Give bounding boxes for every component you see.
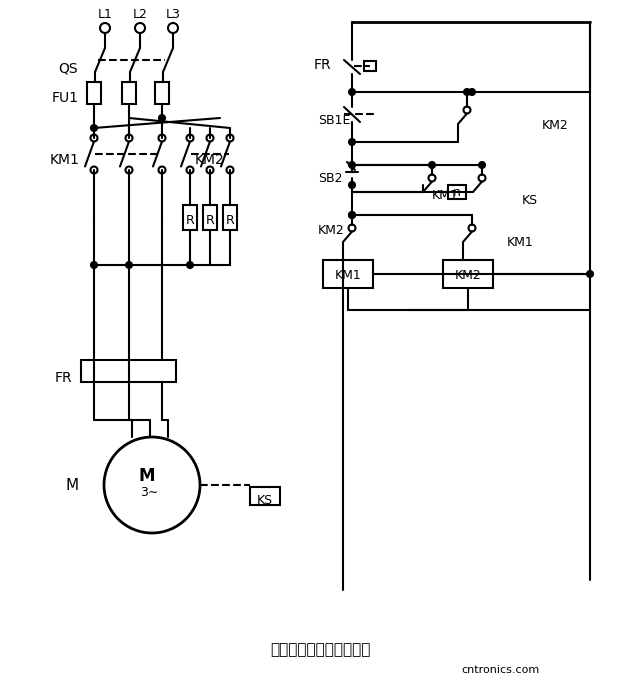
Bar — [443, 260, 493, 288]
Text: R: R — [186, 214, 195, 226]
Circle shape — [125, 135, 132, 142]
Circle shape — [91, 262, 97, 268]
Circle shape — [207, 135, 214, 142]
Text: FU1: FU1 — [51, 91, 79, 105]
Text: L2: L2 — [132, 8, 147, 21]
Circle shape — [227, 167, 234, 174]
Bar — [122, 82, 136, 104]
Text: KM1: KM1 — [507, 235, 533, 248]
Text: KM2: KM2 — [195, 153, 225, 167]
Bar — [81, 360, 176, 382]
Text: n: n — [453, 185, 461, 198]
Text: KS: KS — [257, 493, 273, 507]
Text: 单向反接制动的控制线路: 单向反接制动的控制线路 — [270, 643, 370, 657]
Circle shape — [468, 224, 476, 232]
Text: M: M — [65, 477, 79, 493]
Circle shape — [349, 162, 355, 168]
Text: SB1E: SB1E — [318, 114, 350, 126]
Circle shape — [186, 167, 193, 174]
Circle shape — [135, 23, 145, 33]
Text: KS: KS — [522, 194, 538, 207]
Circle shape — [469, 89, 475, 95]
Circle shape — [349, 89, 355, 95]
Circle shape — [349, 212, 355, 218]
Bar — [203, 205, 217, 230]
Circle shape — [479, 174, 486, 182]
Circle shape — [168, 23, 178, 33]
Text: KM2: KM2 — [541, 119, 568, 131]
Text: 3∼: 3∼ — [140, 486, 158, 500]
Circle shape — [126, 262, 132, 268]
Circle shape — [207, 167, 214, 174]
Circle shape — [464, 89, 470, 95]
Circle shape — [349, 212, 355, 218]
Circle shape — [90, 135, 97, 142]
Text: KM2: KM2 — [318, 223, 345, 237]
Circle shape — [91, 125, 97, 131]
Text: M: M — [139, 467, 156, 485]
Bar — [223, 205, 237, 230]
Text: FR: FR — [313, 58, 331, 72]
Text: KM1: KM1 — [50, 153, 80, 167]
Circle shape — [349, 139, 355, 145]
Text: KM1: KM1 — [432, 189, 459, 201]
Bar — [183, 205, 197, 230]
Text: R: R — [205, 214, 214, 226]
Circle shape — [104, 437, 200, 533]
Circle shape — [349, 182, 355, 188]
Circle shape — [429, 162, 435, 168]
Circle shape — [125, 167, 132, 174]
Text: QS: QS — [58, 61, 78, 75]
Text: cntronics.com: cntronics.com — [461, 665, 539, 675]
Circle shape — [349, 224, 355, 232]
Bar — [87, 82, 101, 104]
Circle shape — [100, 23, 110, 33]
Text: KM2: KM2 — [454, 269, 481, 282]
Circle shape — [187, 262, 193, 268]
Circle shape — [159, 167, 166, 174]
Circle shape — [227, 135, 234, 142]
Text: KM1: KM1 — [335, 269, 362, 282]
Bar — [364, 61, 376, 71]
Circle shape — [587, 271, 593, 277]
Bar — [323, 260, 373, 288]
Text: L3: L3 — [166, 8, 180, 21]
Circle shape — [186, 135, 193, 142]
Circle shape — [159, 135, 166, 142]
Bar — [155, 82, 169, 104]
Circle shape — [90, 167, 97, 174]
Text: R: R — [226, 214, 234, 226]
Bar — [250, 487, 280, 505]
Text: FR: FR — [54, 371, 72, 385]
Bar — [448, 185, 466, 199]
Circle shape — [429, 174, 435, 182]
Circle shape — [463, 106, 470, 114]
Circle shape — [479, 162, 485, 168]
Text: L1: L1 — [97, 8, 113, 21]
Text: SB2: SB2 — [318, 171, 342, 185]
Circle shape — [159, 115, 165, 121]
